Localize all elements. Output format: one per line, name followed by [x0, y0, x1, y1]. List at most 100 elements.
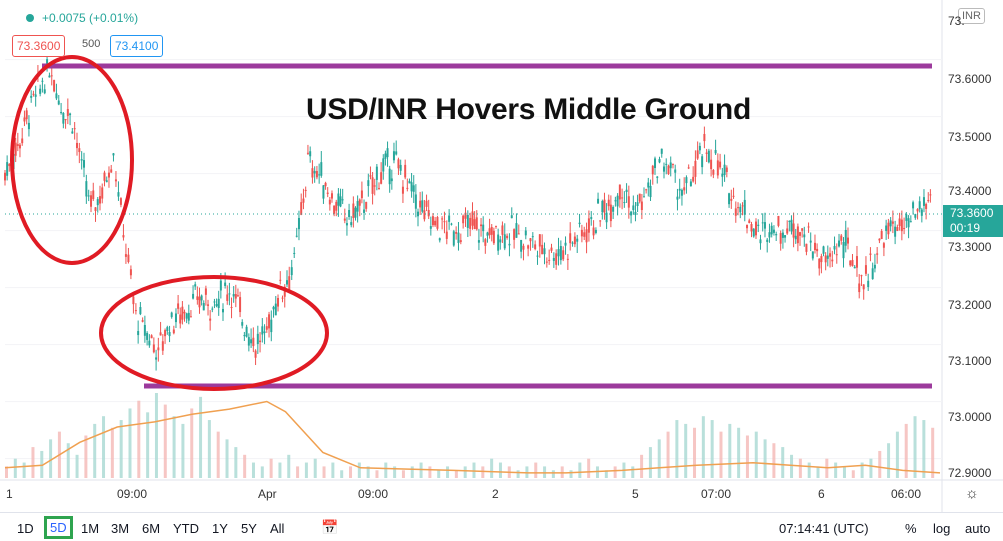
- volume-bar: [851, 470, 855, 478]
- candle-body: [784, 235, 787, 238]
- volume-bar: [128, 408, 132, 478]
- candle-body: [732, 195, 735, 197]
- candle-body: [651, 165, 654, 175]
- candle-body: [469, 217, 472, 229]
- candle-body: [723, 164, 726, 175]
- candle-body: [816, 248, 819, 252]
- candle-body: [277, 297, 280, 307]
- candle-body: [283, 286, 286, 297]
- candle-body: [779, 233, 782, 244]
- candle-body: [665, 163, 668, 165]
- candle-body: [213, 301, 216, 303]
- candle-body: [506, 235, 509, 239]
- candle-body: [57, 100, 60, 105]
- volume-bar: [102, 416, 106, 478]
- candle-body: [90, 195, 93, 207]
- volume-bar: [587, 458, 591, 478]
- volume-bar: [498, 462, 502, 478]
- candle-body: [594, 229, 597, 233]
- range-all-button[interactable]: All: [270, 521, 285, 536]
- volume-bar: [199, 396, 203, 478]
- volume-bar: [772, 443, 776, 478]
- candle-body: [295, 235, 298, 237]
- range-3m-button[interactable]: 3M: [111, 521, 130, 536]
- candle-body: [48, 75, 51, 78]
- candle-body: [909, 221, 912, 223]
- candle-body: [667, 165, 670, 175]
- candle-body: [360, 190, 363, 199]
- log-scale-toggle[interactable]: log: [933, 521, 951, 536]
- settings-gear-icon[interactable]: ☼: [965, 485, 979, 502]
- candle-body: [844, 229, 847, 246]
- candle-body: [576, 238, 579, 242]
- candle-body: [741, 205, 744, 207]
- utc-clock[interactable]: 07:14:41 (UTC): [779, 521, 869, 536]
- candle-body: [94, 207, 97, 211]
- volume-bar: [393, 466, 397, 478]
- range-ytd-button[interactable]: YTD: [173, 521, 199, 536]
- range-1m-button[interactable]: 1M: [81, 521, 100, 536]
- candle-body: [912, 202, 915, 209]
- candle-body: [538, 234, 541, 247]
- auto-scale-toggle[interactable]: auto: [965, 521, 991, 536]
- candle-body: [630, 211, 633, 216]
- date-range-calendar-icon[interactable]: 📅: [321, 519, 339, 535]
- currency-tag: INR: [958, 8, 985, 24]
- volume-bar: [922, 420, 926, 478]
- candle-body: [122, 235, 125, 238]
- range-1d-button[interactable]: 1D: [17, 521, 34, 536]
- volume-bar: [887, 443, 891, 478]
- volume-bar: [790, 454, 794, 478]
- candle-body: [459, 240, 462, 243]
- range-5y-button[interactable]: 5Y: [241, 521, 257, 536]
- candle-body: [429, 226, 432, 229]
- candle-body: [53, 80, 56, 92]
- candle-body: [757, 224, 760, 226]
- candle-body: [882, 243, 885, 248]
- candle-body: [799, 232, 802, 236]
- candle-body: [134, 310, 137, 312]
- candle-body: [110, 169, 113, 173]
- candle-body: [609, 204, 612, 222]
- candle-body: [831, 259, 834, 262]
- ask-price-button[interactable]: 73.4100: [110, 35, 164, 57]
- candle-body: [871, 268, 874, 280]
- candle-body: [707, 150, 710, 163]
- candle-body: [543, 248, 546, 255]
- candle-body: [243, 335, 246, 337]
- price-chart[interactable]: [0, 0, 1003, 512]
- volume-bar: [357, 462, 361, 478]
- candle-body: [759, 239, 762, 244]
- candle-body: [614, 200, 617, 202]
- candle-body: [27, 122, 30, 130]
- volume-bar: [437, 470, 441, 478]
- candle-body: [571, 242, 574, 244]
- candle-body: [265, 326, 268, 330]
- volume-bar: [569, 470, 573, 478]
- candle-body: [826, 255, 829, 259]
- candle-body: [378, 188, 380, 190]
- candle-body: [245, 326, 248, 337]
- volume-bar: [401, 470, 405, 478]
- candle-body: [85, 181, 88, 197]
- range-6m-button[interactable]: 6M: [142, 521, 161, 536]
- candle-body: [592, 227, 595, 236]
- range-1y-button[interactable]: 1Y: [212, 521, 228, 536]
- candle-body: [71, 131, 74, 134]
- candle-body: [431, 216, 434, 226]
- bid-price-button[interactable]: 73.3600: [12, 35, 66, 57]
- volume-bar: [446, 466, 450, 478]
- candle-body: [395, 151, 398, 155]
- candle-body: [573, 236, 576, 245]
- volume-bar: [675, 420, 679, 478]
- candle-body: [809, 240, 812, 243]
- candle-body: [703, 133, 706, 142]
- candle-body: [98, 196, 101, 204]
- range-5d-button[interactable]: 5D: [44, 516, 73, 539]
- candle-body: [159, 332, 162, 336]
- price-tick: 72.9000: [948, 466, 992, 480]
- candle-body: [345, 223, 348, 226]
- candle-body: [590, 217, 593, 219]
- percent-scale-toggle[interactable]: %: [905, 521, 917, 536]
- candle-body: [889, 220, 892, 227]
